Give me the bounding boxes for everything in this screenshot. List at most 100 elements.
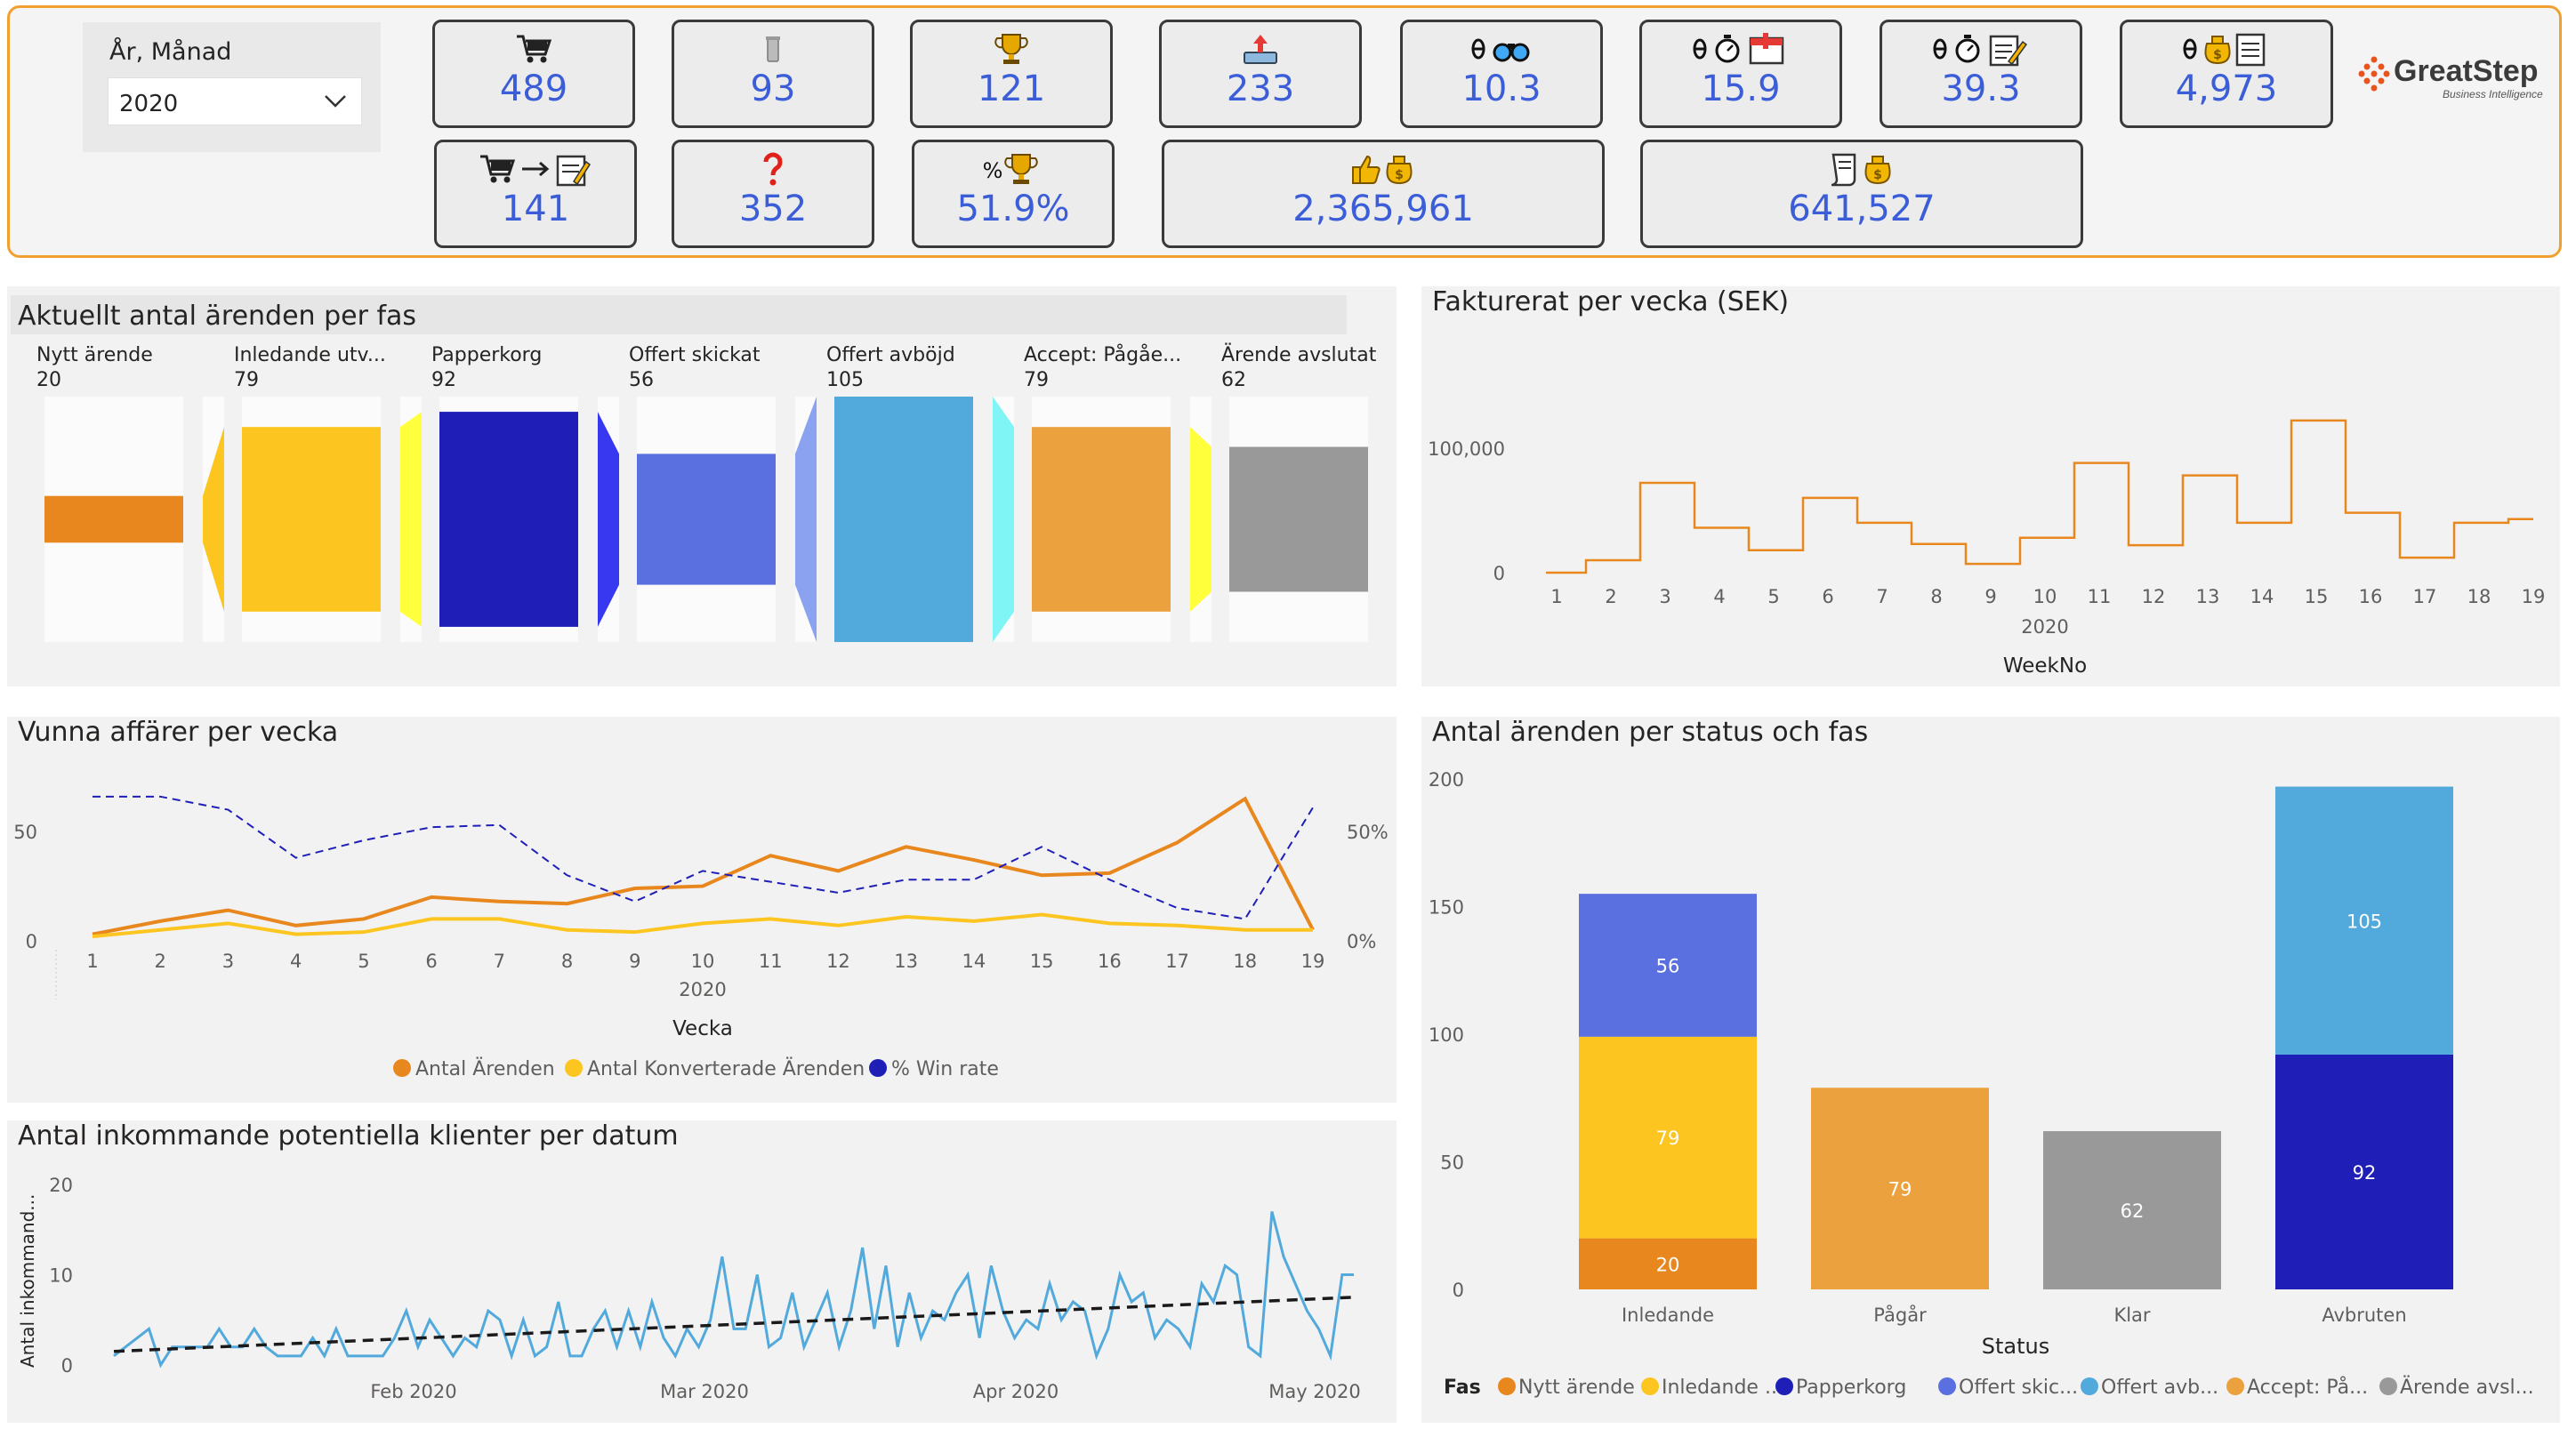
kpi-card-send[interactable]: 233 — [1159, 20, 1362, 128]
legend-label: Nytt ärende — [1518, 1377, 1635, 1399]
greatstep-logo: GreatStep Business Intelligence — [2358, 51, 2554, 104]
funnel-phase-value: 79 — [1024, 369, 1049, 391]
y-tick-label: 0 — [26, 931, 37, 952]
kpi-card-binoculars[interactable]: 10.3 — [1400, 20, 1603, 128]
x-tick-label: 13 — [894, 951, 918, 972]
y-tick-label: 150 — [1429, 897, 1464, 919]
kpi-card-trophy[interactable]: 121 — [910, 20, 1113, 128]
funnel-phase-label: Ärende avslutat — [1221, 343, 1377, 366]
x-tick-label: 18 — [2467, 586, 2491, 607]
x-tick-label: 10 — [2033, 586, 2057, 607]
x-tick-label: 6 — [1822, 586, 1833, 607]
question-icon — [674, 151, 872, 187]
legend-label: % Win rate — [891, 1058, 999, 1080]
incoming-chart[interactable]: Antal inkommand... 0 10 20 Feb 2020 Mar 2020 A… — [7, 1120, 1397, 1423]
status-bar-data-label: 62 — [2121, 1200, 2145, 1222]
x-tick-label: 1 — [86, 951, 98, 972]
funnel-bar — [1229, 446, 1368, 592]
kpi-value: 39.3 — [1941, 68, 2021, 109]
kpi-header: År, Månad 2020 489 93 121 233 — [7, 5, 2562, 258]
year-month-slicer[interactable]: År, Månad 2020 — [83, 22, 381, 152]
kpi-value: 15.9 — [1701, 68, 1781, 109]
x-tick-label: 18 — [1233, 951, 1257, 972]
x-tick-label: 15 — [1030, 951, 1054, 972]
kpi-value: 93 — [750, 68, 796, 109]
kpi-card-cart[interactable]: 489 — [432, 20, 635, 128]
invoiced-panel[interactable]: Fakturerat per vecka (SEK) 0 100,000 1 2 3 4 5… — [1421, 286, 2560, 686]
status-panel[interactable]: Antal ärenden per status och fas 0 50 100 1… — [1421, 717, 2560, 1423]
y-axis-title: Antal inkommand... — [17, 1194, 38, 1368]
funnel-phase-label: Inledande utv... — [234, 344, 386, 366]
x-tick-label: 19 — [2522, 586, 2546, 607]
y-tick-label: 100,000 — [1428, 438, 1505, 460]
legend-marker — [1498, 1377, 1516, 1395]
y2-tick-label: 0% — [1347, 931, 1376, 952]
svg-text:$: $ — [1873, 168, 1882, 182]
legend-marker — [1641, 1377, 1659, 1395]
kpi-card-stopwatch-note[interactable]: 39.3 — [1880, 20, 2082, 128]
x-tick-label: 17 — [2413, 586, 2437, 607]
kpi-card-thumbs-up-money[interactable]: $ 2,365,961 — [1162, 140, 1605, 248]
status-chart[interactable]: 0 50 100 150 200 20 79 56 Inledande 79 Pågår 62 Klar… — [1421, 717, 2560, 1423]
funnel-chart[interactable]: Nytt ärende 20 Inledande utv... 79 Papperkor… — [7, 286, 1397, 686]
kpi-value: 10.3 — [1461, 68, 1542, 109]
funnel-connector — [598, 412, 619, 627]
invoiced-series-line — [1546, 419, 2533, 574]
x-tick-label: May 2020 — [1268, 1381, 1361, 1402]
slicer-title: År, Månad — [109, 38, 232, 66]
funnel-bar — [1032, 427, 1171, 612]
incoming-trend-line — [113, 1296, 1355, 1353]
funnel-bar — [439, 412, 578, 627]
x-year-label: 2020 — [679, 979, 726, 1000]
funnel-phase-value: 92 — [431, 369, 456, 391]
year-dropdown[interactable]: 2020 — [108, 77, 362, 125]
funnel-phase-label: Nytt ärende — [36, 344, 153, 366]
x-tick-label: Feb 2020 — [370, 1381, 456, 1402]
x-tick-label: 10 — [691, 951, 715, 972]
kpi-value: 641,527 — [1788, 189, 1936, 229]
x-tick-label: 6 — [425, 951, 437, 972]
kpi-card-percent-trophy[interactable]: % 51.9% — [912, 140, 1115, 248]
x-tick-label: 16 — [1098, 951, 1122, 972]
funnel-phase-value: 79 — [234, 369, 259, 391]
y-tick-label: 200 — [1429, 769, 1464, 791]
funnel-bar — [834, 397, 973, 642]
legend-label: Antal Konverterade Ärenden — [587, 1057, 865, 1080]
kpi-card-cart-to-note[interactable]: 141 — [434, 140, 637, 248]
x-tick-label: Apr 2020 — [973, 1381, 1059, 1402]
trophy-icon — [913, 31, 1110, 67]
x-axis-title: WeekNo — [2003, 654, 2087, 678]
kpi-card-stopwatch-calendar[interactable]: 15.9 — [1639, 20, 1842, 128]
kpi-card-trash[interactable]: 93 — [672, 20, 874, 128]
logo-name: GreatStep — [2394, 54, 2539, 88]
trash-icon — [674, 31, 872, 67]
x-tick-label: 2 — [1605, 586, 1616, 607]
x-tick-label: 3 — [222, 951, 234, 972]
status-title: Antal ärenden per status och fas — [1432, 717, 1869, 748]
won-chart[interactable]: 0 0%50 50%1 2 3 4 5 6 7 8 9 10 11 12 13 14 15 16 17 18 19202… — [7, 717, 1397, 1103]
x-tick-label: Avbruten — [2322, 1305, 2406, 1326]
chevron-down-icon[interactable] — [322, 87, 349, 114]
won-panel[interactable]: Vunna affärer per vecka 0 0% 50 50% 1 2 3 4 5 6 7 8… — [7, 717, 1397, 1103]
x-tick-label: 4 — [290, 951, 302, 972]
svg-text:$: $ — [2213, 48, 2222, 62]
percent-trophy-icon: % — [914, 151, 1112, 187]
x-tick-label: 8 — [561, 951, 573, 972]
stopwatch-note-icon — [1882, 31, 2080, 67]
funnel-panel[interactable]: Aktuellt antal ärenden per fas Nytt ären… — [7, 286, 1397, 686]
kpi-card-money-document[interactable]: $ 4,973 — [2120, 20, 2333, 128]
kpi-card-question[interactable]: 352 — [672, 140, 874, 248]
kpi-card-document-money[interactable]: $ 641,527 — [1640, 140, 2083, 248]
thumbs-up-money-icon: $ — [1164, 151, 1602, 187]
x-tick-label: Pågår — [1873, 1304, 1927, 1326]
kpi-value: 489 — [499, 68, 568, 109]
document-money-icon: $ — [1643, 151, 2081, 187]
money-document-icon: $ — [2122, 31, 2330, 67]
x-tick-label: 19 — [1301, 951, 1325, 972]
incoming-panel[interactable]: Antal inkommande potentiella klienter pe… — [7, 1120, 1397, 1423]
send-icon — [1162, 31, 1359, 67]
y-tick-label: 0 — [61, 1355, 73, 1377]
x-tick-label: 2 — [155, 951, 166, 972]
funnel-bar — [44, 495, 183, 543]
